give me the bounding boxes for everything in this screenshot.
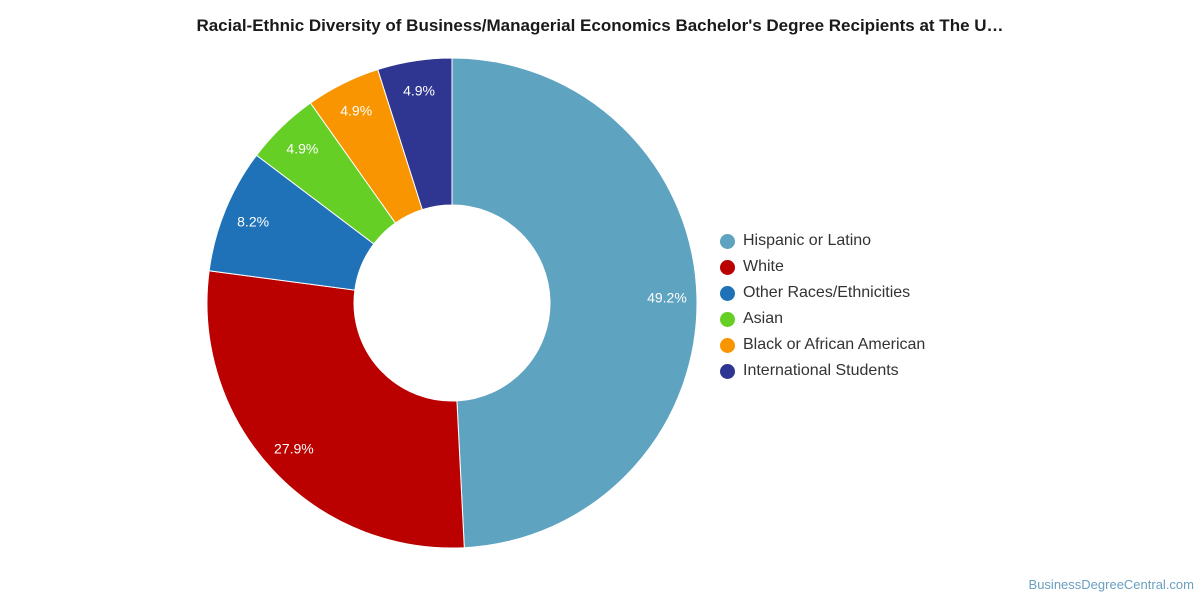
watermark: BusinessDegreeCentral.com xyxy=(1028,577,1194,592)
legend-swatch xyxy=(720,259,735,275)
slice-label-black-or-african-american: 4.9% xyxy=(340,103,372,119)
legend-swatch xyxy=(720,337,735,353)
legend-label: Black or African American xyxy=(743,336,926,353)
legend-label: Hispanic or Latino xyxy=(743,232,872,249)
slice-international-students xyxy=(377,57,453,211)
legend-swatch xyxy=(720,233,735,249)
slice-label-white: 27.9% xyxy=(274,441,314,457)
slice-label-asian: 4.9% xyxy=(286,141,318,157)
chart-title: Racial-Ethnic Diversity of Business/Mana… xyxy=(196,16,1004,35)
slice-label-hispanic-or-latino: 49.2% xyxy=(647,290,687,306)
legend-item-hispanic-or-latino[interactable]: Hispanic or Latino xyxy=(720,228,925,254)
legend-item-black-or-african-american[interactable]: Black or African American xyxy=(720,332,925,358)
legend-swatch xyxy=(720,285,735,301)
legend-item-other-races-ethnicities[interactable]: Other Races/Ethnicities xyxy=(720,280,925,306)
legend-item-asian[interactable]: Asian xyxy=(720,306,925,332)
legend-label: Asian xyxy=(743,310,784,327)
slice-label-international-students: 4.9% xyxy=(403,83,435,99)
slice-white xyxy=(206,270,465,549)
legend-item-white[interactable]: White xyxy=(720,254,925,280)
legend-swatch xyxy=(720,363,735,379)
legend-label: International Students xyxy=(743,362,899,379)
legend-item-international-students[interactable]: International Students xyxy=(720,358,925,384)
slice-label-other-races-ethnicities: 8.2% xyxy=(237,213,269,229)
legend-swatch xyxy=(720,311,735,327)
legend-label: White xyxy=(743,258,784,275)
slice-hispanic-or-latino xyxy=(451,57,698,549)
chart-legend: Hispanic or Latino White Other Races/Ethni… xyxy=(720,228,925,384)
legend-label: Other Races/Ethnicities xyxy=(743,284,911,301)
